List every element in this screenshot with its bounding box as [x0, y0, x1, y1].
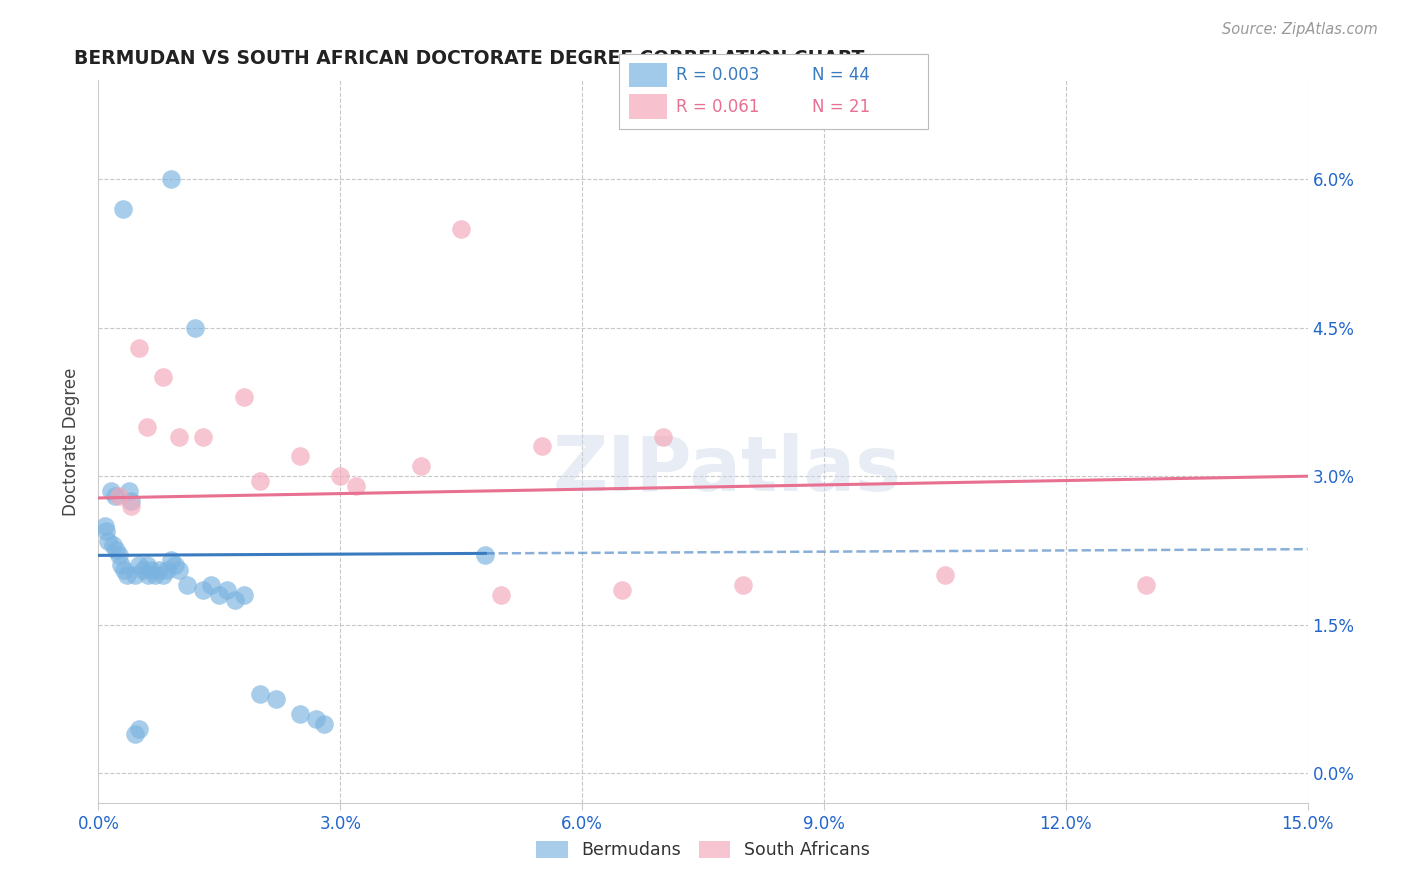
Y-axis label: Doctorate Degree: Doctorate Degree	[62, 368, 80, 516]
Point	[101, 539, 124, 553]
Point	[124, 726, 146, 740]
Point	[115, 568, 138, 582]
Point	[1135, 578, 1157, 592]
Point	[288, 450, 311, 464]
Text: N = 44: N = 44	[811, 66, 869, 84]
Point	[249, 687, 271, 701]
Point	[135, 558, 157, 573]
Point	[208, 588, 231, 602]
Point	[112, 563, 135, 577]
Point	[107, 489, 129, 503]
Point	[128, 341, 150, 355]
Point	[200, 578, 222, 592]
Point	[110, 558, 132, 573]
Point	[96, 524, 118, 538]
Bar	[628, 62, 666, 87]
Point	[160, 553, 183, 567]
Point	[152, 568, 174, 582]
Point	[139, 563, 162, 577]
Point	[111, 202, 134, 216]
Text: ZIPatlas: ZIPatlas	[553, 434, 901, 508]
Point	[344, 479, 367, 493]
Point	[120, 494, 142, 508]
Point	[217, 582, 239, 597]
Point	[143, 568, 166, 582]
Bar	[628, 95, 666, 119]
Point	[329, 469, 352, 483]
Point	[97, 533, 120, 548]
Point	[107, 549, 129, 563]
Point	[733, 578, 755, 592]
Point	[176, 578, 198, 592]
Point	[249, 474, 271, 488]
Point	[193, 429, 215, 443]
Point	[100, 483, 122, 498]
Point	[193, 582, 215, 597]
Point	[148, 563, 170, 577]
Point	[120, 499, 142, 513]
Text: Source: ZipAtlas.com: Source: ZipAtlas.com	[1222, 22, 1378, 37]
Point	[124, 568, 146, 582]
Point	[232, 588, 254, 602]
Legend: Bermudans, South Africans: Bermudans, South Africans	[530, 834, 876, 866]
Point	[305, 712, 328, 726]
Point	[184, 320, 207, 334]
Point	[128, 558, 150, 573]
Point	[160, 172, 183, 186]
Point	[167, 563, 190, 577]
Point	[118, 483, 141, 498]
Point	[152, 370, 174, 384]
Point	[132, 563, 155, 577]
Point	[138, 568, 160, 582]
Point	[128, 722, 150, 736]
Point	[934, 568, 956, 582]
Text: R = 0.061: R = 0.061	[676, 97, 759, 116]
Point	[103, 489, 125, 503]
Point	[409, 459, 432, 474]
Point	[450, 221, 472, 235]
Point	[491, 588, 513, 602]
Point	[167, 429, 190, 443]
Point	[288, 706, 311, 721]
Point	[135, 419, 157, 434]
Text: R = 0.003: R = 0.003	[676, 66, 759, 84]
Point	[314, 716, 336, 731]
Point	[651, 429, 673, 443]
Point	[474, 549, 496, 563]
Point	[232, 390, 254, 404]
Point	[264, 691, 287, 706]
Point	[105, 543, 128, 558]
Point	[224, 593, 246, 607]
Point	[156, 563, 179, 577]
Point	[612, 582, 634, 597]
Text: N = 21: N = 21	[811, 97, 870, 116]
Point	[94, 518, 117, 533]
Text: BERMUDAN VS SOUTH AFRICAN DOCTORATE DEGREE CORRELATION CHART: BERMUDAN VS SOUTH AFRICAN DOCTORATE DEGR…	[75, 48, 865, 68]
Point	[530, 440, 553, 454]
Point	[163, 558, 186, 573]
